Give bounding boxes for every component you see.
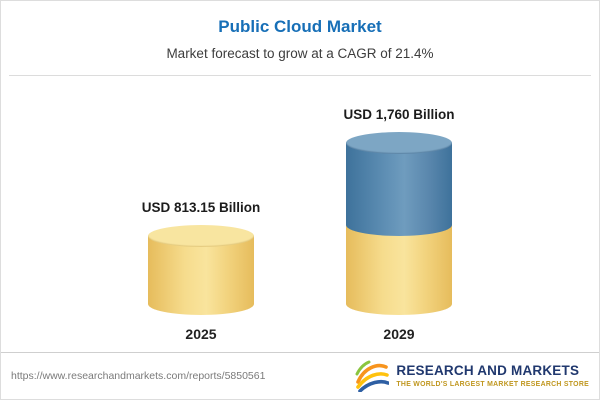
cylinder-2029-base-segment (346, 224, 452, 315)
cylinder-2025-top-cap (148, 224, 254, 247)
value-label-2029: USD 1,760 Billion (343, 107, 455, 123)
logo-text-block: RESEARCH AND MARKETS THE WORLD'S LARGEST… (396, 363, 589, 388)
cylinder-2025-body (148, 235, 254, 315)
source-url: https://www.researchandmarkets.com/repor… (11, 370, 266, 382)
bar-group-2029: USD 1,760 Billion 2029 (324, 107, 474, 342)
cylinder-2029-top-cap (346, 132, 452, 155)
researchandmarkets-logo-icon (355, 360, 390, 392)
logo-tagline: THE WORLD'S LARGEST MARKET RESEARCH STOR… (396, 380, 589, 388)
logo-name: RESEARCH AND MARKETS (396, 363, 580, 379)
cylinder-2029 (346, 132, 452, 315)
page-title: Public Cloud Market (218, 17, 382, 36)
bar-group-2025: USD 813.15 Billion 2025 (126, 200, 276, 342)
cylinder-2025 (148, 224, 254, 315)
cylinder-2029-growth-segment (346, 143, 452, 236)
chart-header: Public Cloud Market Market forecast to g… (1, 1, 599, 61)
header-divider (9, 75, 591, 76)
footer: https://www.researchandmarkets.com/repor… (1, 352, 599, 399)
researchandmarkets-logo: RESEARCH AND MARKETS THE WORLD'S LARGEST… (355, 360, 589, 392)
year-label-2025: 2025 (185, 326, 217, 342)
cylinder-bar-chart: USD 813.15 Billion 2025 USD 1,760 Billio… (1, 76, 599, 352)
year-label-2029: 2029 (383, 326, 415, 342)
value-label-2025: USD 813.15 Billion (141, 199, 261, 215)
page-subtitle: Market forecast to grow at a CAGR of 21.… (166, 46, 434, 61)
